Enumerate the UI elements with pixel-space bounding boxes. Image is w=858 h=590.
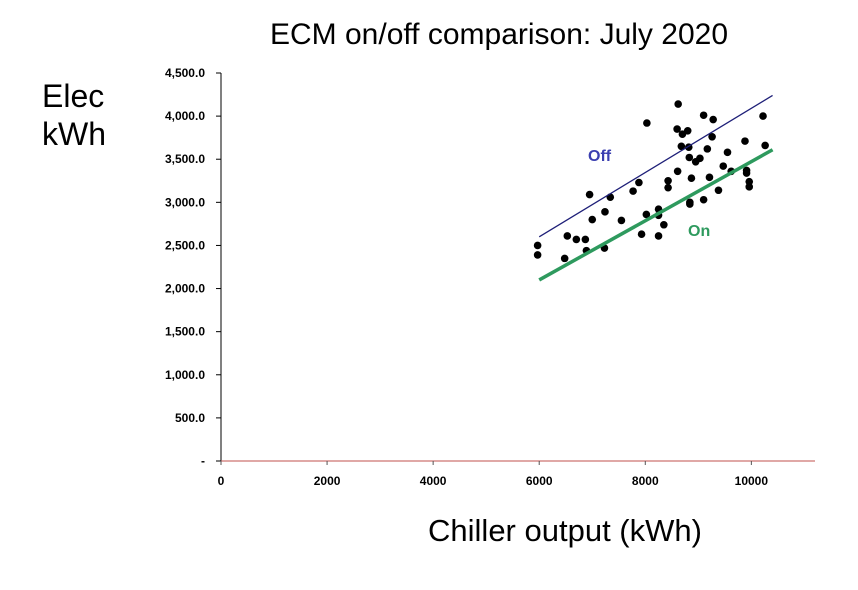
fit-line-off — [538, 94, 773, 238]
scatter-point — [742, 169, 751, 177]
y-tick-label: 3,000.0 — [165, 195, 205, 209]
scatter-point — [588, 215, 597, 224]
scatter-point — [642, 210, 651, 219]
x-tick-label: 6000 — [526, 474, 553, 488]
scatter-point — [601, 208, 609, 216]
scatter-point — [674, 100, 682, 108]
y-axis-label-line-1: Elec — [42, 78, 104, 114]
y-axis-label-line-2: kWh — [42, 116, 106, 152]
y-tick-label: 2,500.0 — [165, 238, 205, 252]
scatter-point — [703, 145, 712, 153]
scatter-point — [696, 154, 704, 163]
scatter-point — [687, 174, 696, 182]
scatter-point — [673, 125, 681, 133]
series-label-off: Off — [588, 148, 612, 165]
y-axis: - 500.0 1,000.0 1,500.0 2,000.0 2,500.0 3,000.… — [165, 66, 222, 468]
scatter-point — [761, 141, 769, 150]
scatter-points — [533, 100, 769, 263]
scatter-point — [705, 173, 714, 182]
scatter-point — [723, 148, 732, 157]
fit-line-on — [538, 148, 774, 282]
x-tick-label: 4000 — [420, 474, 447, 488]
scatter-point — [643, 119, 651, 127]
x-axis-label: Chiller output (kWh) — [428, 513, 702, 548]
scatter-point — [741, 137, 749, 145]
scatter-point — [629, 187, 637, 195]
scatter-point — [664, 183, 672, 192]
y-tick-label: 500.0 — [175, 411, 205, 425]
scatter-point — [686, 198, 694, 207]
y-tick-label: 4,000.0 — [165, 109, 205, 123]
scatter-point — [654, 232, 663, 240]
x-tick-label: 0 — [218, 474, 225, 488]
scatter-point — [759, 112, 767, 120]
scatter-point — [635, 178, 643, 187]
scatter-point — [709, 115, 717, 124]
series-label-on: On — [688, 223, 710, 240]
scatter-point — [637, 230, 646, 239]
y-tick-label: 4,500.0 — [165, 66, 205, 80]
scatter-point — [560, 254, 569, 263]
y-tick-label: 1,500.0 — [165, 325, 205, 339]
scatter-point — [677, 142, 686, 151]
x-tick-label: 10000 — [735, 474, 769, 488]
y-tick-label: 3,500.0 — [165, 152, 205, 166]
x-tick-label: 8000 — [632, 474, 659, 488]
y-tick-label: 2,000.0 — [165, 282, 205, 296]
scatter-point — [699, 195, 708, 204]
x-axis: 0 2000 4000 6000 8000 10000 — [218, 460, 815, 488]
scatter-point — [699, 111, 708, 120]
chart-title: ECM on/off comparison: July 2020 — [270, 18, 728, 51]
scatter-point — [581, 235, 590, 244]
scatter-point — [533, 251, 542, 259]
scatter-point — [683, 126, 692, 135]
scatter-point — [708, 133, 716, 141]
scatter-point — [685, 153, 694, 162]
scatter-point — [660, 220, 668, 229]
scatter-point — [719, 162, 728, 170]
x-tick-label: 2000 — [314, 474, 341, 488]
scatter-point — [673, 167, 682, 176]
scatter-point — [533, 241, 542, 250]
scatter-point — [664, 176, 672, 185]
scatter-point — [617, 216, 626, 225]
y-tick-label: 1,000.0 — [165, 368, 205, 382]
scatter-point — [745, 177, 754, 186]
fit-lines — [538, 94, 774, 282]
y-tick-label: - — [201, 454, 205, 468]
scatter-point — [572, 235, 581, 244]
scatter-point — [563, 232, 572, 240]
scatter-point — [585, 190, 594, 199]
scatter-point — [714, 186, 723, 195]
